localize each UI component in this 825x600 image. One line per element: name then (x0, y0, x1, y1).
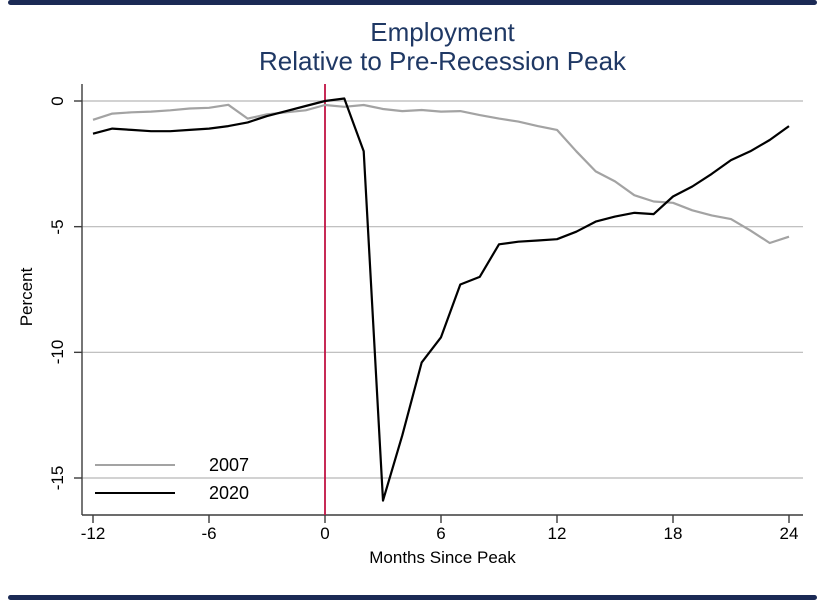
legend-label-2020: 2020 (209, 482, 250, 503)
chart-title: Employment Relative to Pre-Recession Pea… (82, 18, 803, 76)
x-tick-12: 12 (547, 524, 567, 543)
chart-legend: 2007 2020 (95, 451, 315, 507)
figure-top-border (8, 0, 817, 5)
chart-title-line1: Employment (370, 17, 515, 47)
y-tick-0: 0 (48, 96, 67, 106)
series-line-2020 (92, 97, 790, 502)
x-tick-24: 24 (779, 524, 799, 543)
x-tick-0: 0 (320, 524, 330, 543)
legend-item-2007: 2007 (95, 451, 315, 479)
y-axis-title: Percent (17, 267, 36, 327)
x-tick-neg6: -6 (201, 524, 217, 543)
legend-line-sample-2007 (95, 464, 175, 466)
y-tick-neg5: -5 (48, 219, 67, 235)
y-tick-neg10: -10 (48, 339, 67, 365)
legend-line-sample-2020 (95, 492, 175, 494)
x-axis-title: Months Since Peak (369, 548, 516, 567)
figure-bottom-border (8, 595, 817, 600)
x-tick-neg12: -12 (80, 524, 106, 543)
x-tick-18: 18 (663, 524, 683, 543)
legend-item-2020: 2020 (95, 479, 315, 507)
x-tick-6: 6 (436, 524, 446, 543)
chart-title-line2: Relative to Pre-Recession Peak (258, 46, 627, 76)
y-tick-neg15: -15 (48, 465, 67, 491)
series-line-2007 (92, 103, 790, 245)
legend-label-2007: 2007 (209, 454, 250, 475)
